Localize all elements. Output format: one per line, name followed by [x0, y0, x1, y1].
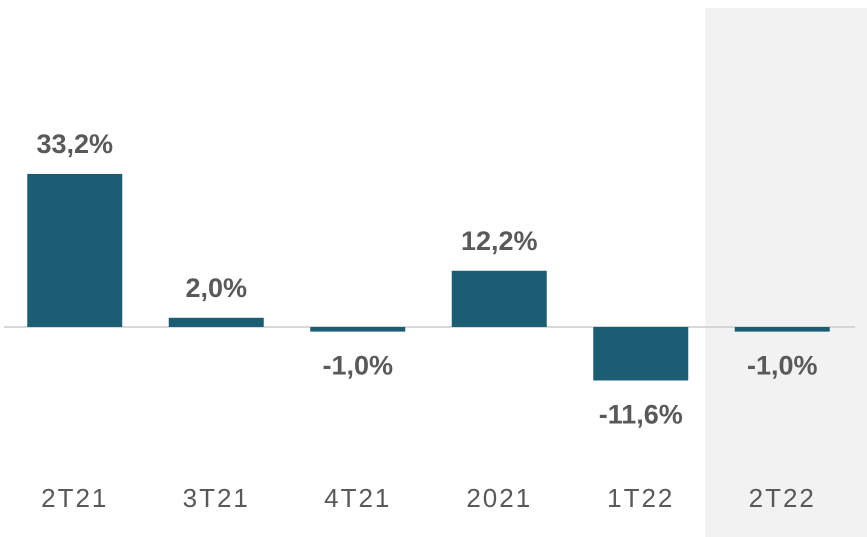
- bar: [734, 327, 830, 332]
- value-label: 33,2%: [36, 129, 113, 159]
- category-label: 2021: [466, 483, 532, 513]
- value-label: 12,2%: [461, 226, 538, 256]
- bar: [310, 327, 406, 332]
- category-label: 2T22: [749, 483, 816, 513]
- category-label: 2T21: [41, 483, 108, 513]
- value-label: 2,0%: [185, 273, 247, 303]
- highlight-band: [705, 8, 867, 537]
- value-label: -11,6%: [599, 400, 683, 430]
- category-label: 3T21: [183, 483, 250, 513]
- category-label: 1T22: [607, 483, 674, 513]
- value-label: -1,0%: [322, 351, 393, 381]
- bar: [168, 317, 264, 327]
- bar: [451, 270, 547, 327]
- value-label: -1,0%: [747, 351, 818, 381]
- bar: [27, 173, 123, 327]
- category-label: 4T21: [324, 483, 391, 513]
- bar: [593, 327, 689, 381]
